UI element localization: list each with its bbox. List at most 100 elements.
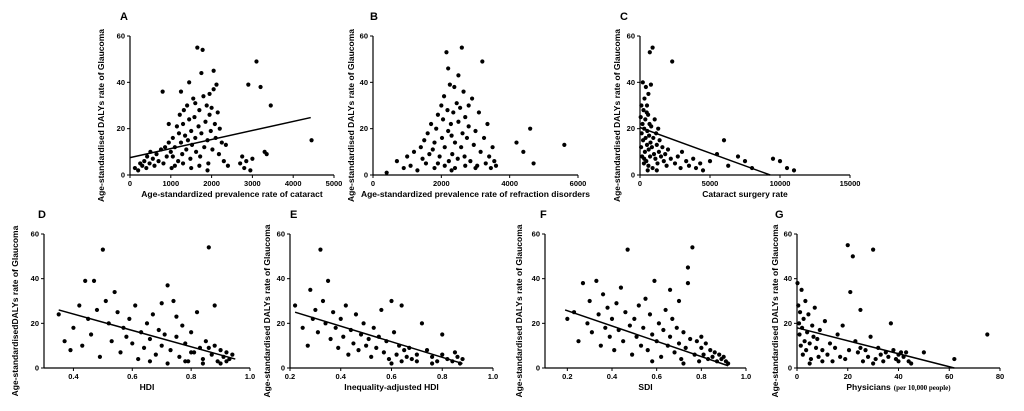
x-tick-label: 0 [795, 372, 799, 381]
data-point [952, 356, 957, 362]
data-point [891, 348, 896, 353]
data-point [100, 247, 105, 252]
data-point [654, 168, 659, 173]
data-point [168, 348, 173, 353]
data-point [459, 145, 464, 150]
data-point [664, 163, 669, 168]
data-point [172, 163, 177, 168]
data-point [855, 350, 861, 355]
y-tick-label: 40 [784, 274, 792, 283]
data-point [621, 339, 626, 344]
data-point [353, 312, 359, 317]
data-point [838, 354, 843, 359]
data-point [614, 301, 619, 306]
data-point [647, 154, 653, 159]
data-point [62, 339, 67, 344]
data-point [898, 350, 904, 355]
data-point [437, 154, 442, 159]
data-point [162, 332, 167, 337]
data-point [660, 145, 665, 150]
data-point [896, 359, 901, 364]
data-point [212, 121, 217, 127]
y-tick-label: 0 [364, 171, 368, 180]
data-point [641, 108, 646, 113]
data-point [658, 154, 664, 159]
data-point [531, 161, 536, 166]
x-tick-label: 0.4 [68, 372, 79, 381]
data-point [184, 147, 189, 152]
data-point [784, 165, 790, 171]
data-point [466, 103, 471, 108]
y-axis-title: Age-standardised DALYs rate of Glaucoma [514, 224, 524, 397]
data-point [598, 343, 603, 348]
data-point [208, 128, 213, 134]
data-point [161, 161, 166, 166]
data-point [888, 321, 893, 326]
data-point [797, 332, 802, 337]
data-point [80, 343, 85, 348]
data-point [147, 336, 153, 342]
y-tick-label: 0 [788, 364, 792, 373]
data-point [812, 305, 817, 310]
data-point [323, 321, 328, 326]
y-axis-title: Age-standardised DALYs rate of Glaucoma [346, 29, 356, 202]
data-point [168, 149, 173, 154]
data-point [401, 165, 406, 171]
data-point [627, 323, 632, 328]
data-point [132, 165, 137, 171]
data-point [224, 359, 229, 364]
data-point [240, 154, 245, 159]
panel-letter: F [540, 209, 547, 221]
data-point [646, 91, 651, 97]
data-point [268, 103, 273, 108]
x-tick-label: 0.6 [127, 372, 137, 381]
data-point [358, 332, 364, 337]
data-point [336, 345, 341, 350]
data-point [136, 356, 141, 362]
data-point [177, 354, 182, 359]
data-point [445, 356, 450, 362]
data-point [264, 152, 269, 157]
data-point [432, 140, 437, 145]
data-point [605, 305, 610, 310]
panel-g: G 0 20 40 60 0 20 40 60 80 Physicians (per 10,000 p… [770, 209, 1004, 398]
data-point [442, 145, 447, 150]
data-point [415, 168, 420, 173]
panel-f: F 0 20 40 60 0.2 0.4 0.6 0.8 1.0 SDI Age-standardis… [514, 209, 751, 398]
data-point [147, 359, 153, 364]
x-axis-title: Cataract surgery rate [702, 189, 788, 199]
data-point [607, 334, 612, 339]
data-point [211, 87, 216, 92]
data-point [144, 165, 149, 171]
data-point [150, 312, 155, 317]
data-point [411, 149, 417, 154]
data-point [648, 82, 654, 87]
data-point [351, 341, 356, 346]
x-tick-label: 10000 [770, 179, 791, 188]
x-axis-title-text: SDI [638, 382, 652, 392]
data-point [701, 352, 706, 357]
data-point [193, 101, 198, 106]
data-point [430, 147, 435, 152]
data-point [313, 307, 318, 313]
panel-letter: A [120, 11, 128, 23]
data-point [873, 356, 878, 362]
data-point [216, 152, 222, 157]
data-point [700, 168, 706, 173]
x-axis-title-text: HDI [140, 382, 155, 392]
data-point [189, 142, 195, 147]
data-point [215, 359, 220, 364]
data-point [439, 135, 445, 141]
data-point [56, 312, 61, 317]
data-point [830, 359, 835, 364]
data-point [189, 350, 194, 355]
x-axis-title-text: Age-standardized prevalence rate of cata… [141, 189, 323, 199]
data-point [493, 163, 499, 168]
data-point [612, 348, 617, 353]
data-point [180, 323, 185, 328]
data-point [178, 89, 184, 94]
data-point [480, 59, 485, 64]
data-point [91, 278, 97, 283]
data-point [423, 161, 429, 166]
